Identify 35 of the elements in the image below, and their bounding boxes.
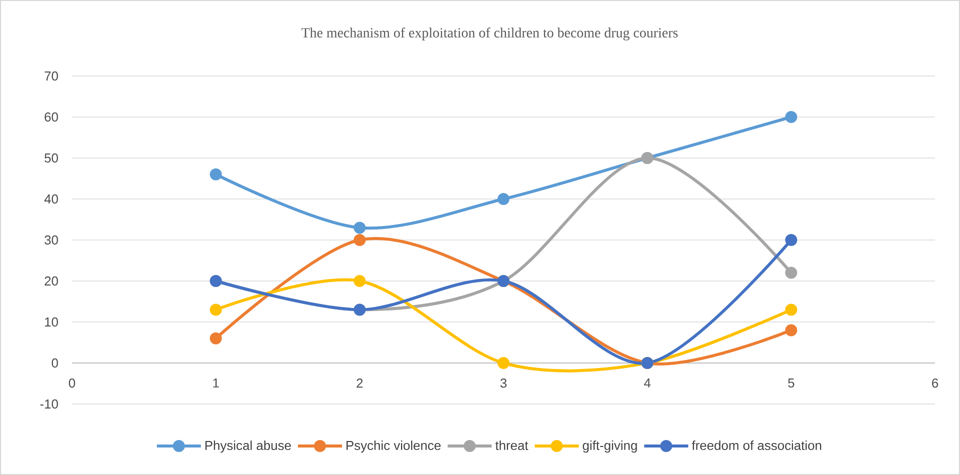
x-tick-label: 5 [788,378,794,388]
x-tick-label: 2 [356,378,363,388]
legend-label: threat [495,440,528,450]
point [785,234,798,246]
point [498,193,510,205]
y-tick-label: -10 [40,399,58,409]
x-tick-label: 3 [500,378,507,388]
y-tick-label: 40 [44,194,58,204]
x-tick-label: 6 [932,378,938,388]
y-tick-label: 60 [44,112,58,122]
x-tick-label: 4 [644,378,651,388]
point [354,234,366,246]
point [785,324,798,336]
x-tick-label: 1 [213,378,219,388]
point [210,304,222,316]
legend-label: Physical abuse [205,440,291,453]
legend-label: Psychic violence [346,440,441,453]
point [785,266,798,279]
point [354,222,366,234]
x-tick-label: 0 [68,378,76,388]
legend-label: gift-giving [582,440,637,453]
y-tick-label: 30 [44,235,58,245]
chart-title: The mechanism of exploitation of children to become drug couriers [302,28,678,40]
point [210,332,222,344]
point [785,304,798,316]
y-tick-label: 0 [52,358,58,368]
point [210,168,222,180]
y-tick-label: 10 [45,317,58,327]
legend-label: freedom of association [692,440,822,450]
y-tick-label: 50 [44,153,58,163]
y-tick-label: 20 [44,276,58,286]
point [354,275,366,287]
y-tick-label: 70 [44,71,58,81]
point [785,111,798,123]
point [498,357,510,369]
